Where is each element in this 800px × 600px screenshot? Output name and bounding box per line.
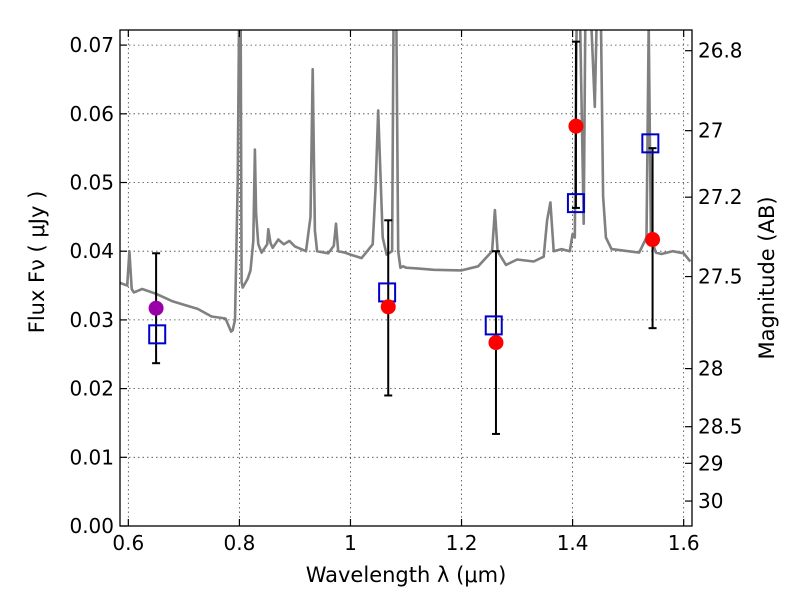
y-tick-label: 0.03: [69, 308, 114, 332]
x-axis-label: Wavelength λ (μm): [306, 563, 507, 587]
y-tick-label: 0.02: [69, 377, 114, 401]
model-square: [566, 193, 585, 214]
y-tick-label: 0.00: [69, 514, 114, 538]
mag-tick-label: 27: [698, 119, 723, 143]
observed-point: [645, 232, 661, 248]
x-tick-label: 1.6: [668, 531, 700, 555]
mag-tick-label: 27.5: [698, 265, 743, 289]
y-tick-label: 0.06: [69, 102, 114, 126]
mag-tick-label: 27.2: [698, 185, 743, 209]
x-tick-label: 1.2: [446, 531, 478, 555]
observed-point: [568, 118, 584, 134]
grid-layer: [120, 30, 692, 527]
model-square: [378, 282, 397, 303]
spectrum-line: [120, 30, 692, 333]
mag-tick-label: 28: [698, 357, 723, 381]
y-axis-label: Flux Fν ( μJy ): [25, 191, 49, 334]
ticks: 0.6 0.8 1 1.2 1.4 1.6 0.00 0.01 0.02 0.03 0.04 0.05…: [69, 30, 743, 555]
mag-tick-label: 29: [698, 451, 723, 475]
mag-tick-label: 26.8: [698, 39, 743, 63]
observed-point: [488, 335, 504, 351]
y-tick-label: 0.07: [69, 33, 114, 57]
plot-frame: [119, 29, 693, 527]
model-square: [641, 133, 660, 154]
mag-tick-label: 28.5: [698, 415, 743, 439]
model-square: [148, 324, 167, 345]
observed-point: [380, 299, 396, 315]
x-tick-label: 0.6: [112, 531, 144, 555]
right-axis-label: Magnitude (AB): [755, 196, 779, 359]
y-tick-label: 0.05: [69, 171, 114, 195]
x-tick-label: 1: [344, 531, 357, 555]
y-tick-label: 0.04: [69, 239, 114, 263]
observed-point: [148, 300, 164, 316]
x-tick-label: 0.8: [223, 531, 255, 555]
model-square: [484, 315, 503, 336]
y-tick-label: 0.01: [69, 445, 114, 469]
x-tick-label: 1.4: [557, 531, 589, 555]
mag-tick-label: 30: [698, 489, 723, 513]
markers: [148, 40, 661, 435]
plot-area: [120, 30, 692, 435]
